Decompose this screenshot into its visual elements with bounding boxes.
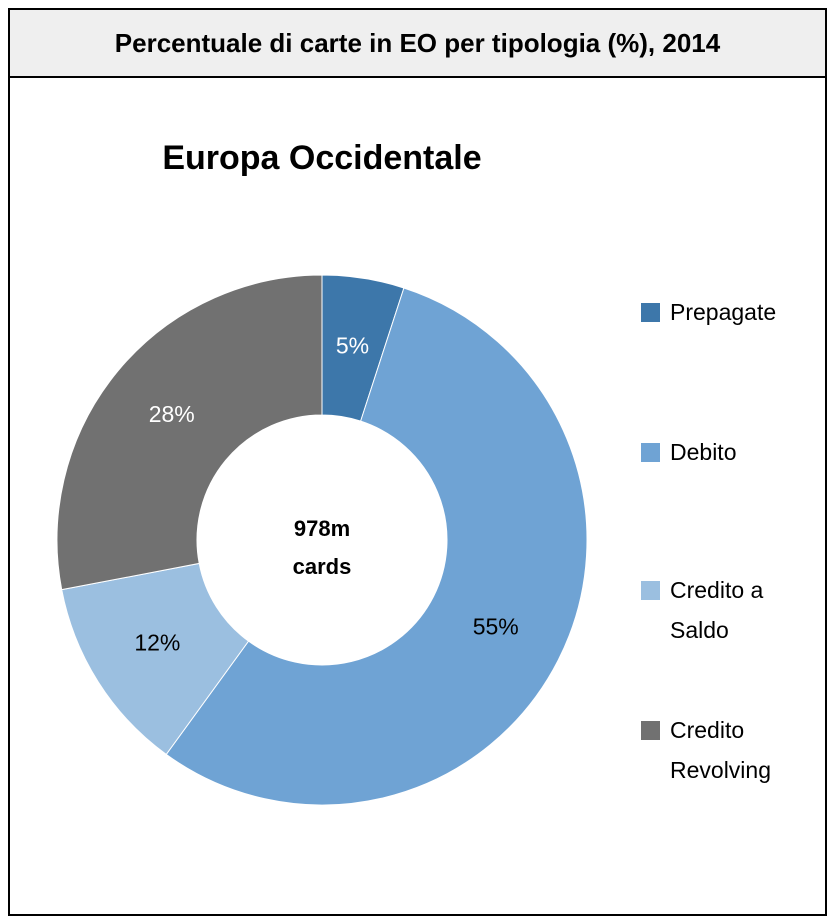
- legend-item: Credito a Saldo: [641, 570, 810, 650]
- legend-item: Credito Revolving: [641, 710, 810, 790]
- data-label: 55%: [473, 614, 519, 640]
- data-label: 28%: [149, 401, 195, 427]
- legend-swatch: [641, 581, 660, 600]
- legend-swatch: [641, 443, 660, 462]
- data-label: 5%: [336, 332, 369, 358]
- legend-swatch: [641, 303, 660, 322]
- legend-swatch: [641, 721, 660, 740]
- slice: [56, 274, 323, 591]
- legend-label: Debito: [670, 439, 737, 465]
- slice: [165, 287, 588, 806]
- data-label: 12%: [134, 630, 180, 656]
- legend-label: Prepagate: [670, 299, 777, 325]
- legend-item: Prepagate: [641, 292, 810, 332]
- header: Percentuale di carte in EO per tipologia…: [10, 10, 825, 78]
- center-label: cards: [293, 554, 352, 579]
- center-label: 978m: [294, 516, 350, 541]
- legend-item: Debito: [641, 432, 810, 472]
- legend-label: Credito Revolving: [670, 717, 771, 783]
- frame: Percentuale di carte in EO per tipologia…: [8, 8, 827, 916]
- chart-title: Europa Occidentale: [162, 139, 481, 177]
- legend-label: Credito a Saldo: [670, 577, 764, 643]
